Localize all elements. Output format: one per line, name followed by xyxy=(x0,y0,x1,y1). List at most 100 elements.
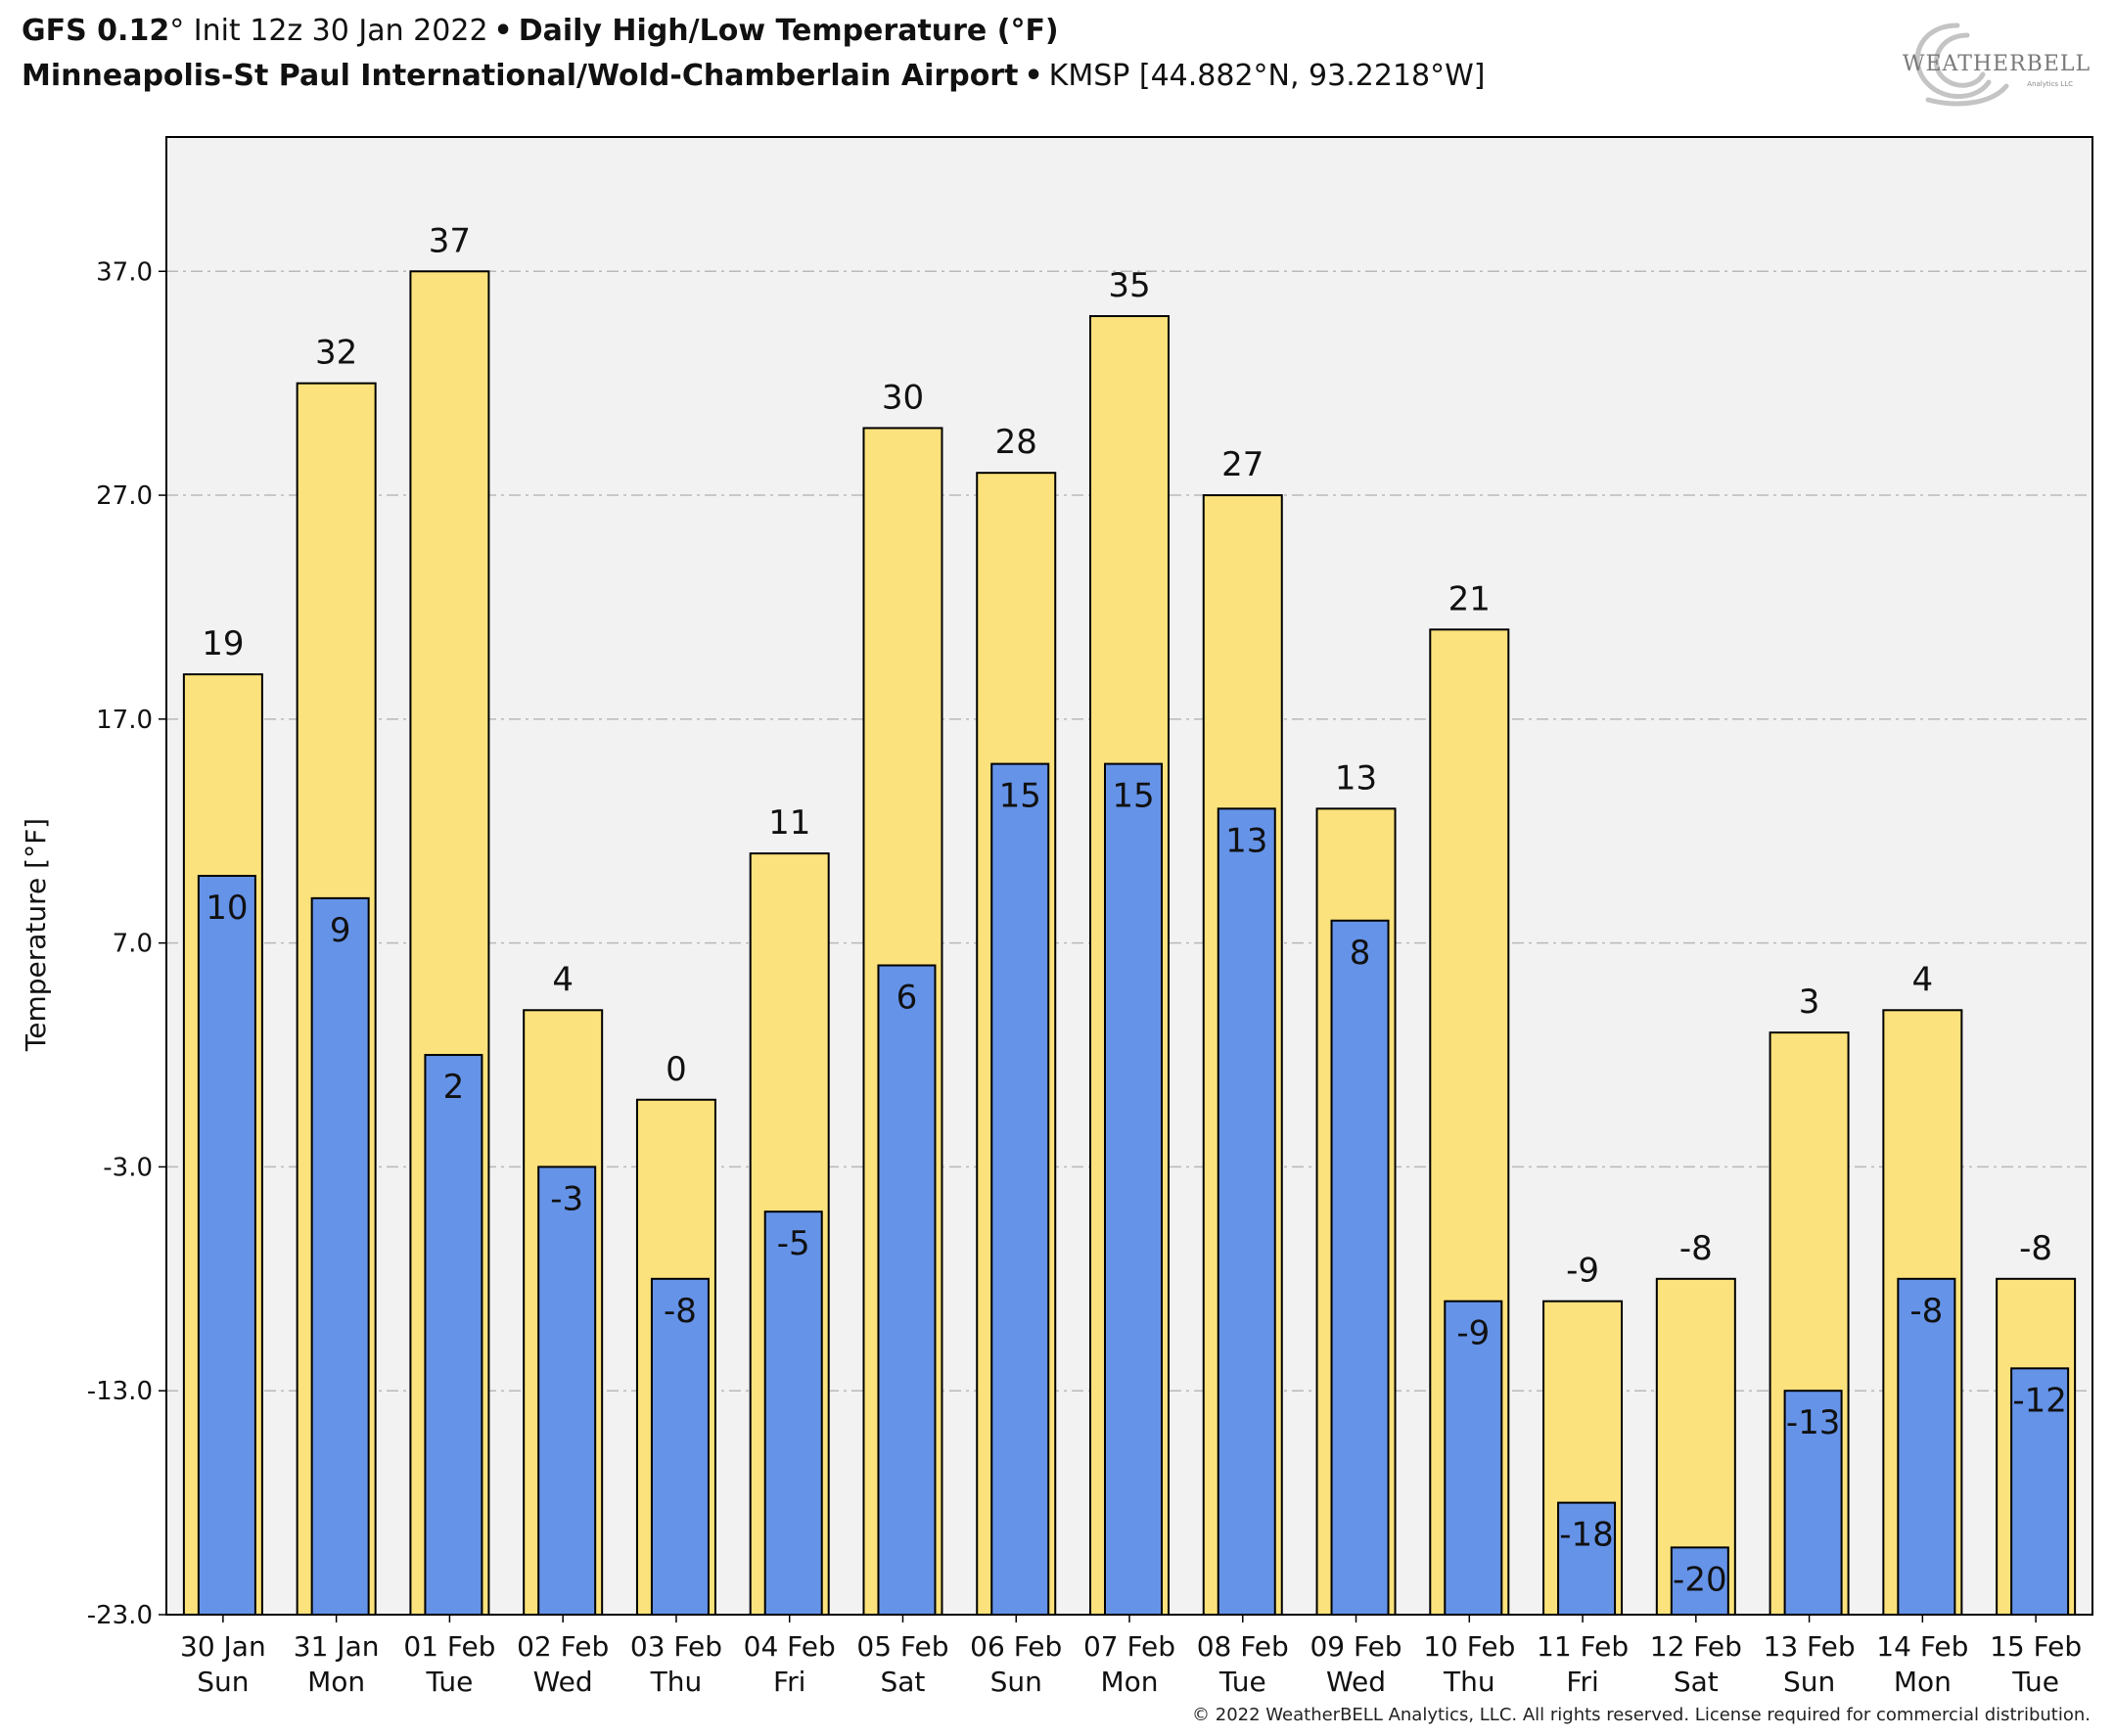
low-temp-label: -13 xyxy=(1786,1403,1841,1442)
y-axis-label: Temperature [°F] xyxy=(20,818,52,1052)
title-separator: • xyxy=(493,14,513,48)
x-tick-label-day: Wed xyxy=(533,1666,593,1698)
high-temp-label: -9 xyxy=(1566,1252,1599,1291)
high-temp-label: -8 xyxy=(1679,1229,1713,1268)
high-temp-label: 13 xyxy=(1335,758,1377,798)
x-tick-label-day: Tue xyxy=(2011,1666,2059,1698)
model-name: GFS 0.12 xyxy=(22,14,170,48)
high-temp-label: -8 xyxy=(2019,1229,2052,1268)
low-temp-label: -8 xyxy=(664,1292,697,1331)
init-time: Init 12z 30 Jan 2022 xyxy=(193,14,488,48)
station-name: Minneapolis-St Paul International/Wold-C… xyxy=(22,59,1019,93)
x-tick-label-date: 15 Feb xyxy=(1990,1630,2082,1663)
low-temp-bar xyxy=(1330,919,1390,1616)
high-temp-label: 27 xyxy=(1221,445,1264,484)
x-tick-label-day: Sat xyxy=(881,1666,926,1698)
high-temp-label: 3 xyxy=(1799,982,1820,1022)
y-tick-label: 17.0 xyxy=(96,706,153,735)
x-tick-label-day: Fri xyxy=(773,1666,805,1698)
x-tick-label-date: 09 Feb xyxy=(1310,1630,1402,1663)
y-tick-label: 37.0 xyxy=(96,257,153,287)
copyright-notice: © 2022 WeatherBELL Analytics, LLC. All r… xyxy=(1192,1705,2091,1725)
x-tick-label-day: Sun xyxy=(990,1666,1042,1698)
low-temp-label: 10 xyxy=(206,889,248,928)
chart-title-line-2: Minneapolis-St Paul International/Wold-C… xyxy=(22,59,1485,93)
low-temp-label: 2 xyxy=(443,1068,465,1107)
degree-mark: ° xyxy=(169,14,185,48)
low-temp-bar xyxy=(310,896,370,1616)
weatherbell-logo: WEATHERBELL Analytics LLC xyxy=(1903,23,2091,107)
x-tick-label-date: 05 Feb xyxy=(856,1630,948,1663)
low-temp-bar xyxy=(1783,1390,1843,1617)
x-tick-label-day: Sun xyxy=(197,1666,249,1698)
high-temp-label: 0 xyxy=(666,1050,687,1089)
y-tick-label: -23.0 xyxy=(87,1601,153,1630)
y-tick-label: 27.0 xyxy=(96,481,153,511)
y-tick-label: -3.0 xyxy=(103,1153,153,1182)
plot-frame xyxy=(165,136,2093,1616)
x-tick-label-day: Mon xyxy=(1100,1666,1158,1698)
low-temp-bar xyxy=(1104,762,1163,1616)
low-temp-bar xyxy=(1217,807,1276,1616)
x-tick-label-day: Sun xyxy=(1783,1666,1835,1698)
low-temp-bar xyxy=(763,1211,823,1616)
high-temp-label: 30 xyxy=(882,378,924,417)
x-tick-label-day: Wed xyxy=(1326,1666,1386,1698)
low-temp-bar xyxy=(990,762,1050,1616)
low-temp-bar xyxy=(197,875,256,1616)
low-temp-bar xyxy=(1670,1546,1729,1617)
high-temp-label: 32 xyxy=(315,334,357,373)
x-tick-label-day: Mon xyxy=(1894,1666,1952,1698)
high-temp-label: 35 xyxy=(1108,266,1150,305)
low-temp-label: -8 xyxy=(1909,1292,1943,1331)
low-temp-label: -18 xyxy=(1559,1516,1614,1555)
high-temp-label: 37 xyxy=(429,221,471,260)
low-temp-bar xyxy=(424,1054,483,1616)
y-tick-label: 7.0 xyxy=(113,930,153,959)
title-separator-2: • xyxy=(1024,59,1043,93)
x-tick-label-date: 10 Feb xyxy=(1423,1630,1515,1663)
x-tick-label-day: Tue xyxy=(425,1666,473,1698)
low-temp-label: -12 xyxy=(2012,1381,2067,1420)
high-temp-label: 21 xyxy=(1448,579,1491,618)
high-temp-label: 28 xyxy=(995,423,1037,462)
x-tick-label-date: 01 Feb xyxy=(403,1630,495,1663)
x-tick-label-date: 08 Feb xyxy=(1197,1630,1289,1663)
chart-title-line-1: GFS 0.12° Init 12z 30 Jan 2022 • Daily Hig… xyxy=(22,14,1059,48)
low-temp-bar xyxy=(1897,1277,1956,1617)
x-tick-label-day: Thu xyxy=(1443,1666,1495,1698)
high-temp-label: 11 xyxy=(768,803,810,843)
x-tick-label-date: 31 Jan xyxy=(294,1630,380,1663)
x-tick-label-day: Sat xyxy=(1674,1666,1719,1698)
high-temp-label: 4 xyxy=(552,960,574,999)
low-temp-bar xyxy=(877,964,937,1616)
product-name: Daily High/Low Temperature (°F) xyxy=(518,14,1059,48)
x-tick-label-date: 12 Feb xyxy=(1650,1630,1742,1663)
x-tick-label-date: 14 Feb xyxy=(1876,1630,1968,1663)
x-tick-label-date: 04 Feb xyxy=(744,1630,836,1663)
low-temp-bar xyxy=(1557,1501,1617,1617)
x-tick-label-day: Mon xyxy=(307,1666,365,1698)
x-tick-label-date: 11 Feb xyxy=(1537,1630,1629,1663)
low-temp-bar xyxy=(650,1277,710,1617)
low-temp-label: -5 xyxy=(777,1224,810,1263)
low-temp-label: 6 xyxy=(896,979,918,1018)
high-temp-label: 19 xyxy=(202,624,244,663)
x-tick-label-day: Tue xyxy=(1218,1666,1266,1698)
station-info: KMSP [44.882°N, 93.2218°W] xyxy=(1048,59,1486,93)
x-tick-label-date: 02 Feb xyxy=(517,1630,609,1663)
x-tick-label-date: 06 Feb xyxy=(970,1630,1062,1663)
low-temp-label: -9 xyxy=(1456,1314,1490,1353)
low-temp-label: 15 xyxy=(1112,777,1154,816)
logo-text: WEATHERBELL xyxy=(1903,52,2091,76)
x-tick-label-date: 30 Jan xyxy=(180,1630,266,1663)
y-tick-label: -13.0 xyxy=(87,1377,153,1406)
x-tick-label-date: 13 Feb xyxy=(1764,1630,1856,1663)
x-tick-label-day: Fri xyxy=(1566,1666,1598,1698)
low-temp-label: 13 xyxy=(1225,821,1267,860)
logo-subtext: Analytics LLC xyxy=(2027,80,2073,88)
x-tick-label-day: Thu xyxy=(650,1666,703,1698)
low-temp-label: 9 xyxy=(330,911,351,950)
low-temp-label: 15 xyxy=(999,777,1041,816)
